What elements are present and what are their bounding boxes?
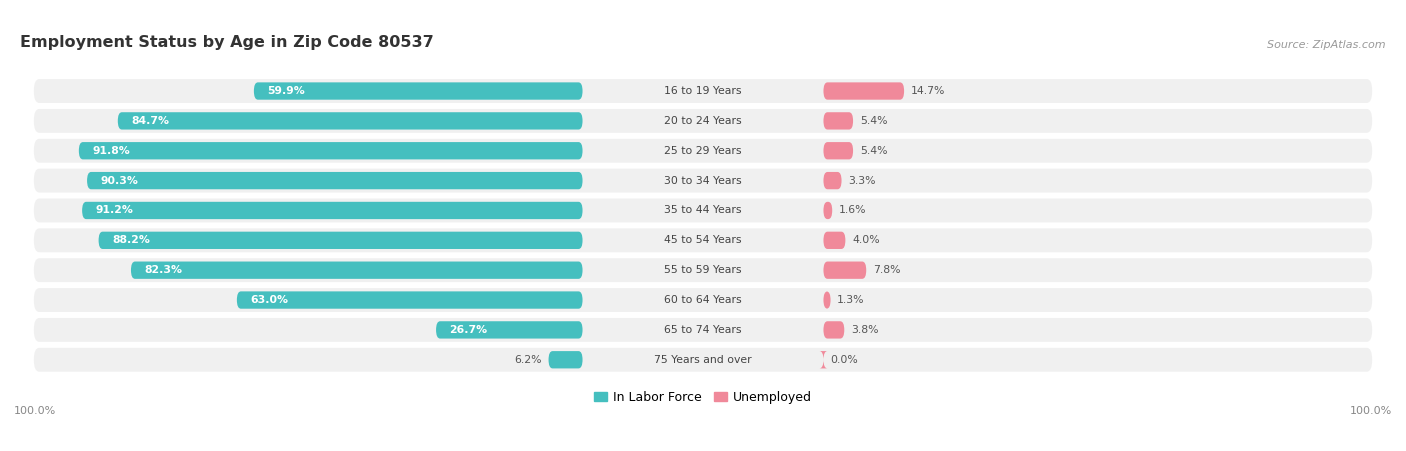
FancyBboxPatch shape <box>236 291 582 308</box>
FancyBboxPatch shape <box>824 112 853 129</box>
FancyBboxPatch shape <box>98 232 582 249</box>
Text: 16 to 19 Years: 16 to 19 Years <box>664 86 742 96</box>
Text: 26.7%: 26.7% <box>450 325 488 335</box>
Text: 3.8%: 3.8% <box>851 325 879 335</box>
FancyBboxPatch shape <box>548 351 582 368</box>
Text: 59.9%: 59.9% <box>267 86 305 96</box>
FancyBboxPatch shape <box>824 172 842 189</box>
Text: 84.7%: 84.7% <box>131 116 169 126</box>
FancyBboxPatch shape <box>824 202 832 219</box>
FancyBboxPatch shape <box>436 321 582 339</box>
Text: 88.2%: 88.2% <box>112 235 150 245</box>
Text: 4.0%: 4.0% <box>852 235 880 245</box>
FancyBboxPatch shape <box>34 288 1372 312</box>
FancyBboxPatch shape <box>34 348 1372 372</box>
Text: Employment Status by Age in Zip Code 80537: Employment Status by Age in Zip Code 805… <box>21 35 434 50</box>
Text: 3.3%: 3.3% <box>848 175 876 186</box>
Text: 65 to 74 Years: 65 to 74 Years <box>664 325 742 335</box>
Text: 60 to 64 Years: 60 to 64 Years <box>664 295 742 305</box>
FancyBboxPatch shape <box>824 232 845 249</box>
FancyBboxPatch shape <box>82 202 582 219</box>
FancyBboxPatch shape <box>34 228 1372 252</box>
FancyBboxPatch shape <box>34 318 1372 342</box>
Text: 0.0%: 0.0% <box>830 355 858 365</box>
FancyBboxPatch shape <box>87 172 582 189</box>
Text: 75 Years and over: 75 Years and over <box>654 355 752 365</box>
Text: 55 to 59 Years: 55 to 59 Years <box>664 265 742 275</box>
FancyBboxPatch shape <box>824 262 866 279</box>
FancyBboxPatch shape <box>79 142 582 159</box>
Text: 1.6%: 1.6% <box>839 206 866 216</box>
FancyBboxPatch shape <box>824 291 831 308</box>
FancyBboxPatch shape <box>254 83 582 100</box>
Text: 35 to 44 Years: 35 to 44 Years <box>664 206 742 216</box>
FancyBboxPatch shape <box>118 112 582 129</box>
Text: 7.8%: 7.8% <box>873 265 900 275</box>
Text: 5.4%: 5.4% <box>860 146 887 156</box>
FancyBboxPatch shape <box>34 169 1372 193</box>
Text: 25 to 29 Years: 25 to 29 Years <box>664 146 742 156</box>
Text: 82.3%: 82.3% <box>145 265 183 275</box>
Text: 5.4%: 5.4% <box>860 116 887 126</box>
FancyBboxPatch shape <box>824 321 844 339</box>
FancyBboxPatch shape <box>824 142 853 159</box>
FancyBboxPatch shape <box>34 79 1372 103</box>
FancyBboxPatch shape <box>824 83 904 100</box>
Text: 90.3%: 90.3% <box>100 175 138 186</box>
FancyBboxPatch shape <box>820 351 828 368</box>
Text: 1.3%: 1.3% <box>838 295 865 305</box>
Text: 100.0%: 100.0% <box>14 406 56 416</box>
Text: 6.2%: 6.2% <box>515 355 541 365</box>
FancyBboxPatch shape <box>34 198 1372 222</box>
Text: 30 to 34 Years: 30 to 34 Years <box>664 175 742 186</box>
FancyBboxPatch shape <box>34 258 1372 282</box>
Text: 45 to 54 Years: 45 to 54 Years <box>664 235 742 245</box>
FancyBboxPatch shape <box>34 139 1372 163</box>
Text: Source: ZipAtlas.com: Source: ZipAtlas.com <box>1267 40 1385 50</box>
Text: 20 to 24 Years: 20 to 24 Years <box>664 116 742 126</box>
Text: 100.0%: 100.0% <box>1350 406 1392 416</box>
Text: 91.2%: 91.2% <box>96 206 134 216</box>
FancyBboxPatch shape <box>131 262 582 279</box>
Text: 63.0%: 63.0% <box>250 295 288 305</box>
Text: 91.8%: 91.8% <box>93 146 129 156</box>
Legend: In Labor Force, Unemployed: In Labor Force, Unemployed <box>589 386 817 409</box>
FancyBboxPatch shape <box>34 109 1372 133</box>
Text: 14.7%: 14.7% <box>911 86 945 96</box>
